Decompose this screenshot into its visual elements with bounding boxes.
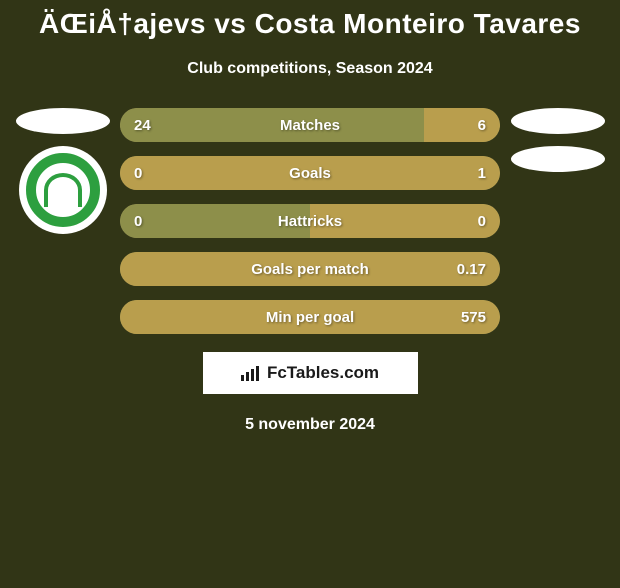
stat-value-left: 0 bbox=[134, 213, 142, 230]
club-logo-right-icon bbox=[511, 146, 605, 172]
stat-value-right: 1 bbox=[478, 165, 486, 182]
stat-value-right: 575 bbox=[461, 309, 486, 326]
page-title: ÄŒiÅ†ajevs vs Costa Monteiro Tavares bbox=[10, 8, 610, 40]
stat-label: Goals bbox=[289, 165, 331, 182]
player-right-logos bbox=[500, 108, 610, 172]
date-label: 5 november 2024 bbox=[10, 416, 610, 434]
stat-label: Matches bbox=[280, 117, 340, 134]
stat-row: Goals per match 0.17 bbox=[120, 252, 500, 286]
stat-label: Hattricks bbox=[278, 213, 342, 230]
stat-bar-right bbox=[424, 108, 500, 142]
attribution-banner: FcTables.com bbox=[203, 352, 418, 394]
stat-row: Min per goal 575 bbox=[120, 300, 500, 334]
chart-icon bbox=[241, 365, 261, 381]
player-left-logos bbox=[10, 108, 120, 234]
stats-column: 24 Matches 6 0 Goals 1 0 Hattricks 0 Goals per ma… bbox=[120, 108, 500, 334]
stat-label: Goals per match bbox=[251, 261, 369, 278]
club-logo-left-icon bbox=[19, 146, 107, 234]
flag-right-icon bbox=[511, 108, 605, 134]
stat-row: 24 Matches 6 bbox=[120, 108, 500, 142]
subtitle: Club competitions, Season 2024 bbox=[10, 60, 610, 78]
stat-bar-left bbox=[120, 108, 424, 142]
stats-area: 24 Matches 6 0 Goals 1 0 Hattricks 0 Goals per ma… bbox=[10, 108, 610, 334]
stat-row: 0 Goals 1 bbox=[120, 156, 500, 190]
stat-value-left: 24 bbox=[134, 117, 151, 134]
stat-row: 0 Hattricks 0 bbox=[120, 204, 500, 238]
attribution-text: FcTables.com bbox=[267, 363, 379, 383]
stat-value-right: 0 bbox=[478, 213, 486, 230]
flag-left-icon bbox=[16, 108, 110, 134]
stat-value-right: 0.17 bbox=[457, 261, 486, 278]
stat-label: Min per goal bbox=[266, 309, 354, 326]
stat-value-right: 6 bbox=[478, 117, 486, 134]
stat-value-left: 0 bbox=[134, 165, 142, 182]
